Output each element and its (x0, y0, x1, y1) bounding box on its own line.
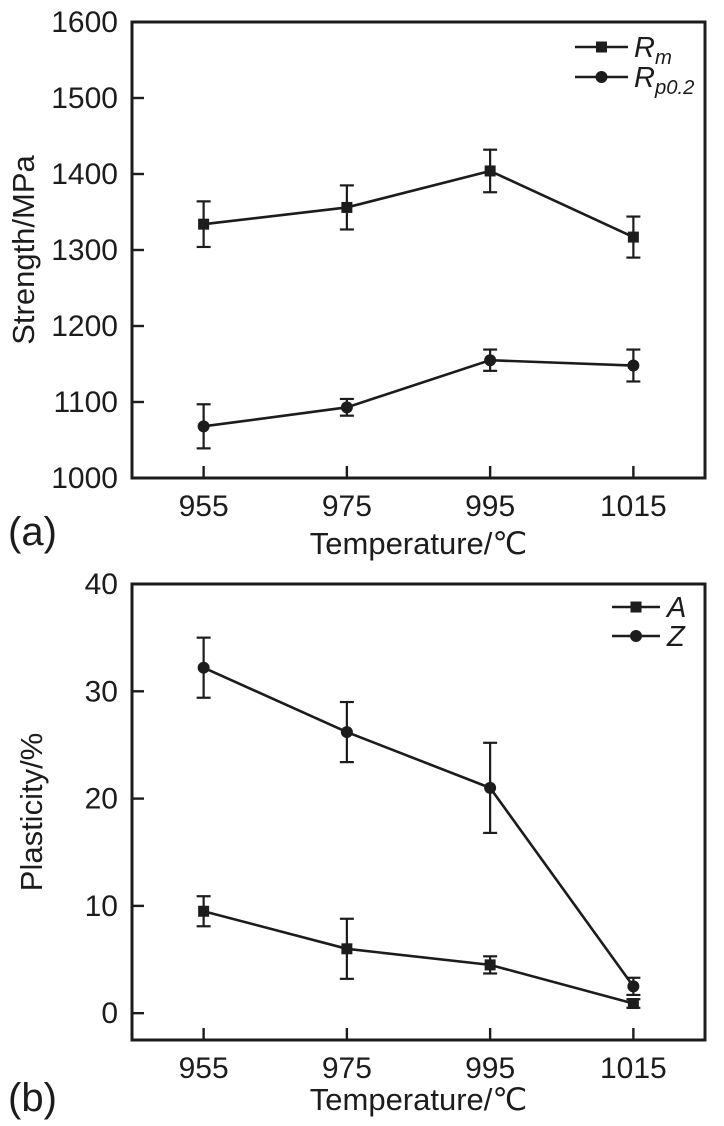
legend-entry-Rp0.2: Rp0.2 (575, 62, 694, 99)
legend-square-marker (630, 601, 642, 613)
y-tick-label: 1600 (51, 6, 118, 39)
y-axis: 1000 1100 1200 1300 1400 1500 1600 (51, 6, 144, 495)
circle-marker (197, 661, 210, 674)
y-tick-label: 0 (101, 997, 118, 1030)
y-tick-label: 20 (85, 783, 118, 816)
legend-square-marker (596, 41, 607, 53)
circle-marker (340, 401, 353, 414)
y-axis: 0 10 20 30 40 (85, 568, 144, 1030)
circle-marker (484, 781, 497, 794)
x-axis: 955 975 995 1015 (179, 466, 667, 523)
plot-border (130, 20, 707, 480)
series-A: A (196, 592, 686, 1010)
y-tick-label: 1400 (51, 158, 118, 191)
y-tick-label: 1300 (51, 234, 118, 267)
x-tick-label: 955 (179, 490, 229, 523)
plasticity-vs-temperature-chart: 0 10 20 30 40 955 975 995 1015 Temperature/℃ Plast… (14, 568, 707, 1117)
series-Rp0.2: Rp0.2 (196, 62, 694, 450)
y-tick-label: 1000 (51, 462, 118, 495)
legend-label-Z: Z (666, 621, 686, 653)
legend-circle-marker (630, 630, 642, 642)
circle-marker (340, 726, 353, 739)
x-tick-label: 975 (322, 1052, 372, 1085)
legend-circle-marker (595, 71, 608, 83)
y-tick-label: 1100 (53, 386, 118, 419)
y-tick-label: 1500 (51, 82, 118, 115)
circle-marker (627, 359, 640, 372)
legend-label-A: A (665, 592, 686, 624)
x-tick-label: 955 (179, 1052, 229, 1085)
square-marker (484, 959, 496, 971)
x-tick-label: 1015 (600, 490, 667, 523)
strength-vs-temperature-chart: 1000 1100 1200 1300 1400 1500 1600 955 975 995 101… (6, 6, 707, 561)
square-marker (341, 201, 353, 213)
y-tick-label: 40 (85, 568, 118, 601)
y-tick-label: 1200 (51, 310, 118, 343)
x-tick-label: 975 (322, 490, 372, 523)
circle-marker (197, 420, 210, 433)
legend-entry-Z: Z (612, 621, 686, 653)
circle-marker (627, 980, 640, 993)
y-tick-label: 10 (85, 890, 118, 923)
square-marker (198, 905, 210, 917)
square-marker (484, 165, 496, 177)
legend-entry-Rm: Rm (575, 32, 672, 69)
x-axis: 955 975 995 1015 (179, 1028, 667, 1085)
square-marker (198, 218, 210, 230)
panel-label-a: (a) (8, 510, 57, 554)
panel-label-b: (b) (8, 1076, 57, 1120)
y-axis-title: Plasticity/% (14, 733, 49, 891)
square-marker (627, 231, 639, 243)
x-tick-label: 1015 (600, 1052, 667, 1085)
y-axis-title: Strength/MPa (6, 154, 41, 344)
legend-entry-A: A (612, 592, 686, 624)
y-tick-label: 30 (85, 675, 118, 708)
x-tick-label: 995 (465, 1052, 515, 1085)
series-Rm: Rm (196, 32, 672, 259)
plot-border (130, 582, 707, 1042)
x-tick-label: 995 (465, 490, 515, 523)
x-axis-title: Temperature/℃ (310, 526, 527, 561)
square-marker (627, 998, 639, 1010)
square-marker (341, 943, 353, 955)
circle-marker (484, 354, 497, 367)
x-axis-title: Temperature/℃ (310, 1082, 527, 1117)
series-Z: Z (196, 621, 686, 997)
